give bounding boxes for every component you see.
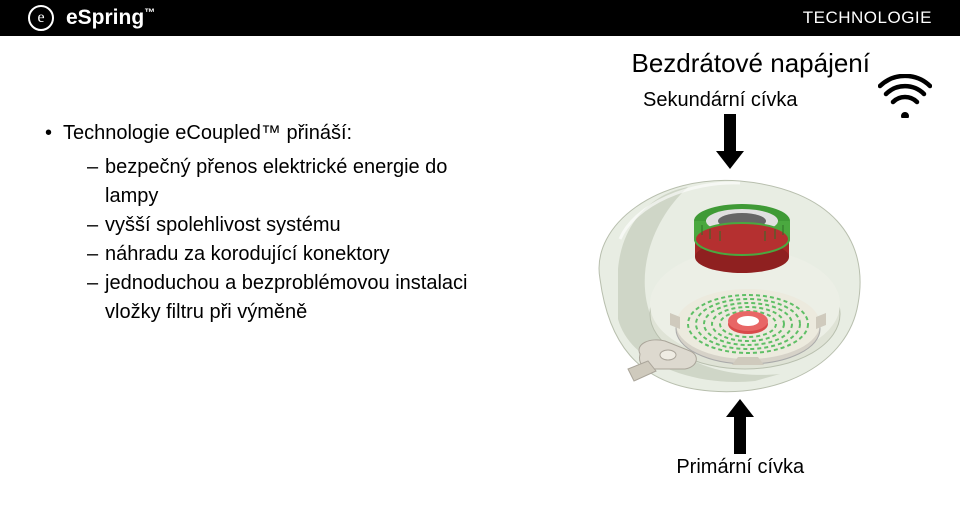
brand-name-text: eSpring: [66, 6, 144, 29]
brand-name: eSpring™: [66, 6, 155, 30]
sub-bullet: vyšší spolehlivost systému: [87, 211, 489, 240]
wireless-icon: [878, 74, 932, 123]
main-bullet: Technologie eCoupled™ přináší:: [45, 119, 489, 147]
slide-body: Technologie eCoupled™ přináší: bezpečný …: [0, 79, 960, 479]
device-diagram: [580, 169, 870, 399]
sub-bullet: náhradu za korodující konektory: [87, 240, 489, 269]
primary-coil-label: Primární cívka: [676, 456, 804, 479]
brand-logo: e: [28, 5, 54, 31]
arrow-up: [726, 399, 754, 454]
brand-group: e eSpring™: [28, 5, 155, 31]
header-section-label: TECHNOLOGIE: [803, 8, 932, 28]
text-column: Technologie eCoupled™ přináší: bezpečný …: [45, 99, 489, 479]
brand-logo-letter: e: [37, 9, 44, 27]
brand-tm: ™: [144, 7, 155, 19]
header-bar: e eSpring™ TECHNOLOGIE: [0, 0, 960, 36]
sub-bullet-list: bezpečný přenos elektrické energie do la…: [45, 147, 489, 327]
diagram-column: Sekundární cívka: [489, 99, 933, 479]
secondary-coil-label: Sekundární cívka: [643, 89, 798, 112]
sub-bullet: bezpečný přenos elektrické energie do la…: [87, 153, 489, 211]
slide-title: Bezdrátové napájení: [0, 36, 960, 79]
sub-bullet: jednoduchou a bezproblémovou instalaci v…: [87, 269, 489, 327]
arrow-down: [716, 114, 744, 169]
